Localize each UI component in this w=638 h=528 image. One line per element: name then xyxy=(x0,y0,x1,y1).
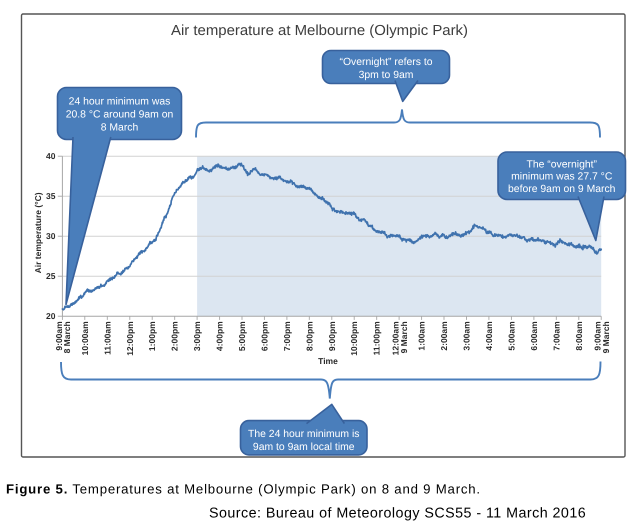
svg-text:Air temperature (°C): Air temperature (°C) xyxy=(33,192,43,273)
svg-text:24 hour minimum was: 24 hour minimum was xyxy=(69,97,171,108)
svg-text:The 24 hour minimum is: The 24 hour minimum is xyxy=(248,429,359,440)
svg-text:7:00pm: 7:00pm xyxy=(282,321,292,351)
svg-text:20: 20 xyxy=(46,311,56,321)
svg-text:35: 35 xyxy=(46,191,56,201)
svg-text:minimum was 27.7 °C: minimum was 27.7 °C xyxy=(511,172,613,183)
svg-text:1:00pm: 1:00pm xyxy=(147,321,157,351)
svg-text:Air temperature at Melbourne (: Air temperature at Melbourne (Olympic Pa… xyxy=(171,23,468,39)
svg-text:3pm to 9am: 3pm to 9am xyxy=(359,70,414,81)
svg-text:12:00am: 12:00am xyxy=(391,321,401,355)
svg-text:Figure 5. Temperatures at Melb: Figure 5. Temperatures at Melbourne (Oly… xyxy=(6,482,481,497)
svg-text:5:00pm: 5:00pm xyxy=(237,321,247,351)
svg-text:8 March: 8 March xyxy=(62,321,72,353)
svg-text:8:00am: 8:00am xyxy=(574,321,584,351)
svg-text:9:00pm: 9:00pm xyxy=(327,321,337,351)
svg-text:9:00am: 9:00am xyxy=(593,321,603,351)
svg-text:8 March: 8 March xyxy=(101,122,139,133)
svg-text:3:00pm: 3:00pm xyxy=(192,321,202,351)
svg-text:before 9am on 9 March: before 9am on 9 March xyxy=(508,184,616,195)
svg-text:Time: Time xyxy=(318,356,338,366)
svg-text:6:00am: 6:00am xyxy=(529,321,539,351)
svg-text:“Overnight” refers to: “Overnight” refers to xyxy=(340,57,433,68)
svg-text:4:00am: 4:00am xyxy=(484,321,494,351)
svg-text:12:00pm: 12:00pm xyxy=(125,321,135,356)
svg-text:25: 25 xyxy=(46,271,56,281)
svg-text:1:00am: 1:00am xyxy=(417,321,427,351)
svg-text:30: 30 xyxy=(46,231,56,241)
svg-text:11:00am: 11:00am xyxy=(102,321,112,355)
svg-text:20.8 °C around 9am on: 20.8 °C around 9am on xyxy=(66,109,174,120)
svg-text:10:00pm: 10:00pm xyxy=(349,321,359,356)
svg-text:9 March: 9 March xyxy=(399,321,409,353)
svg-text:4:00pm: 4:00pm xyxy=(215,321,225,351)
svg-text:2:00pm: 2:00pm xyxy=(170,321,180,351)
svg-text:9 March: 9 March xyxy=(601,321,611,353)
svg-text:3:00am: 3:00am xyxy=(462,321,472,351)
svg-text:40: 40 xyxy=(46,151,56,161)
svg-text:9:00am: 9:00am xyxy=(54,321,64,351)
svg-text:11:00pm: 11:00pm xyxy=(372,321,382,355)
svg-text:6:00pm: 6:00pm xyxy=(259,321,269,351)
svg-text:The “overnight”: The “overnight” xyxy=(527,159,598,170)
svg-text:5:00am: 5:00am xyxy=(506,321,516,351)
svg-text:9am to 9am local time: 9am to 9am local time xyxy=(253,442,355,453)
svg-text:Source: Bureau of Meteorology: Source: Bureau of Meteorology SCS55 - 11… xyxy=(209,505,586,521)
svg-text:10:00am: 10:00am xyxy=(80,321,90,355)
svg-text:7:00am: 7:00am xyxy=(551,321,561,351)
svg-text:8:00pm: 8:00pm xyxy=(304,321,314,351)
svg-text:2:00am: 2:00am xyxy=(439,321,449,351)
